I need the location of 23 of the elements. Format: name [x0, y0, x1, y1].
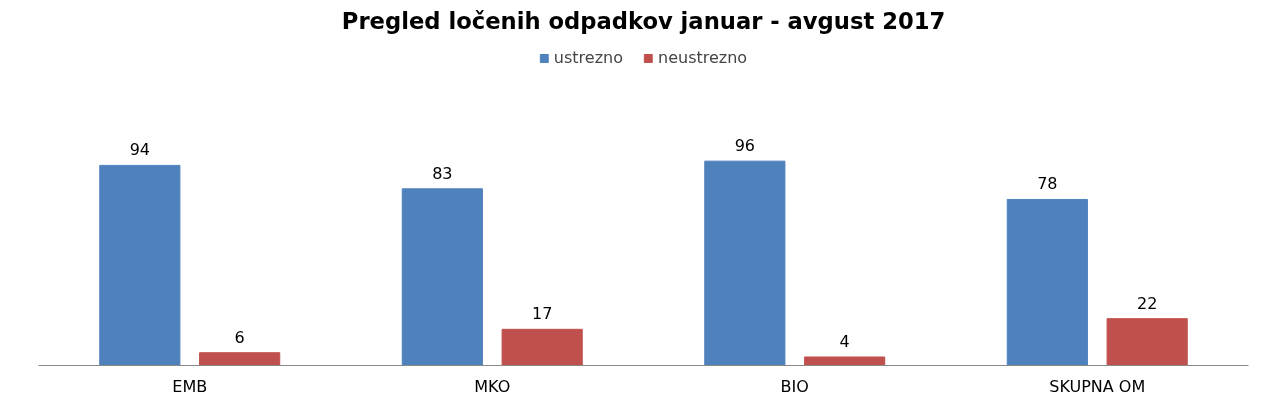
bar	[804, 356, 886, 366]
x-tick-label: SKUPNA OM	[1049, 376, 1146, 396]
legend-label: neustrezno	[658, 48, 748, 67]
data-label: 22	[1136, 293, 1158, 313]
data-label: 6	[234, 327, 245, 347]
legend-label: ustrezno	[553, 48, 624, 67]
bar	[704, 160, 786, 366]
x-tick-label: EMB	[172, 376, 208, 396]
bar	[99, 164, 181, 366]
bar	[401, 188, 483, 366]
bar	[1106, 318, 1188, 366]
bar	[1006, 198, 1088, 366]
chart-title: Pregled ločenih odpadkov januar - avgust 2017	[341, 7, 946, 34]
data-label: 17	[531, 304, 553, 324]
x-tick-label: MKO	[474, 376, 511, 396]
data-label: 96	[734, 136, 756, 156]
data-label: 78	[1037, 174, 1058, 194]
x-tick-label: BIO	[780, 376, 809, 396]
data-label: 4	[839, 331, 850, 351]
bar	[501, 328, 583, 366]
bar	[199, 352, 281, 366]
data-label: 83	[432, 163, 453, 183]
data-label: 94	[129, 140, 151, 160]
